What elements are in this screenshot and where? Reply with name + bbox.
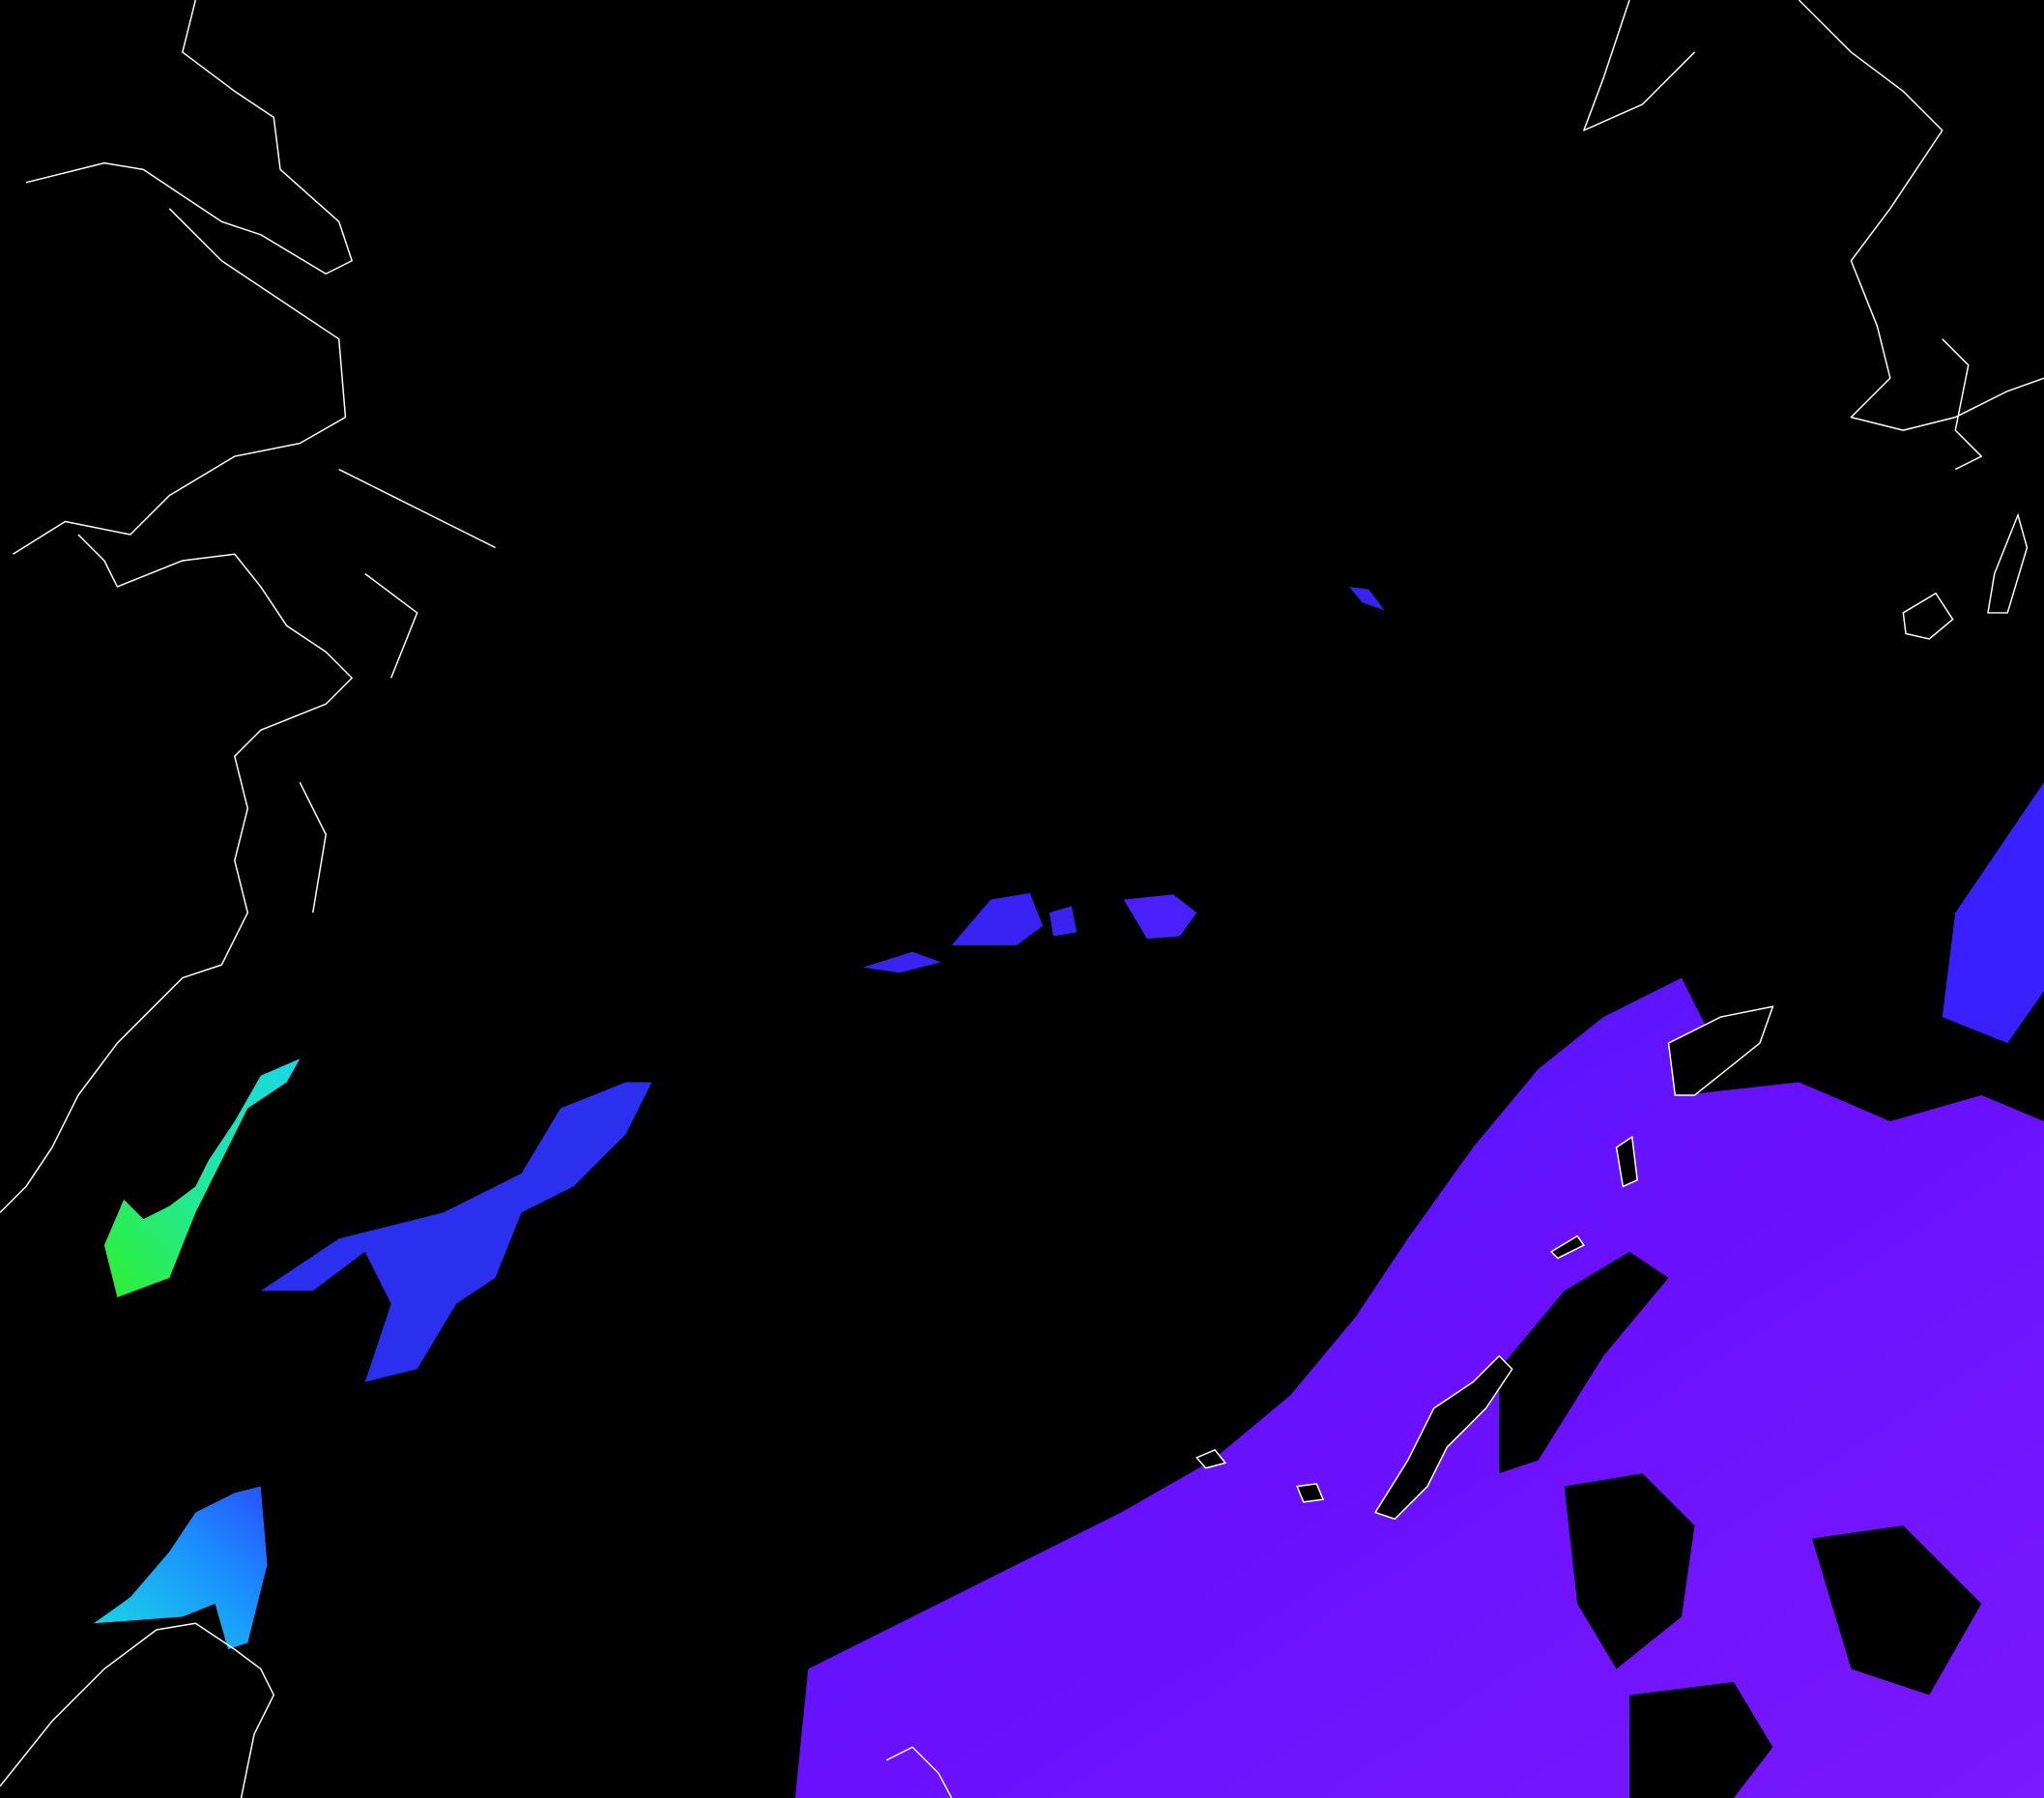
black-gap-3 [1629, 1681, 1773, 1798]
amami-island [1667, 1005, 1774, 1096]
yakushima-island [1902, 592, 1954, 640]
china-coast [0, 0, 353, 1213]
blue-patch-north [1349, 586, 1385, 611]
kerama-islands [1296, 1483, 1325, 1503]
green-patch [103, 1058, 301, 1298]
blue-patch-center-2 [1123, 894, 1197, 940]
okinawa-island [1373, 1354, 1513, 1521]
black-gap-1 [1564, 1473, 1695, 1669]
japan-kyushu [1583, 0, 2044, 471]
blue-patch-center-3 [1049, 906, 1078, 937]
china-coast-islands [299, 468, 496, 914]
black-gap-2 [1811, 1525, 1982, 1696]
purple-region-southeast [794, 977, 2044, 1798]
yonaguni-coast [885, 1746, 953, 1798]
black-gap-4 [1499, 1251, 1669, 1474]
blue-patch-small [862, 951, 941, 973]
tokunoshima-island [1615, 1135, 1638, 1188]
data-field-layer [94, 586, 2044, 1798]
kumejima-island [1195, 1448, 1227, 1469]
blue-band-east [1942, 782, 2044, 1044]
blue-patches-central [951, 892, 1044, 945]
blue-streaks-west [260, 1082, 652, 1382]
okinoerabu-island [1549, 1234, 1585, 1260]
cyan-patch-southwest [94, 1486, 268, 1650]
tanegashima-island [1987, 512, 2029, 614]
taiwan-coast [0, 1622, 275, 1798]
